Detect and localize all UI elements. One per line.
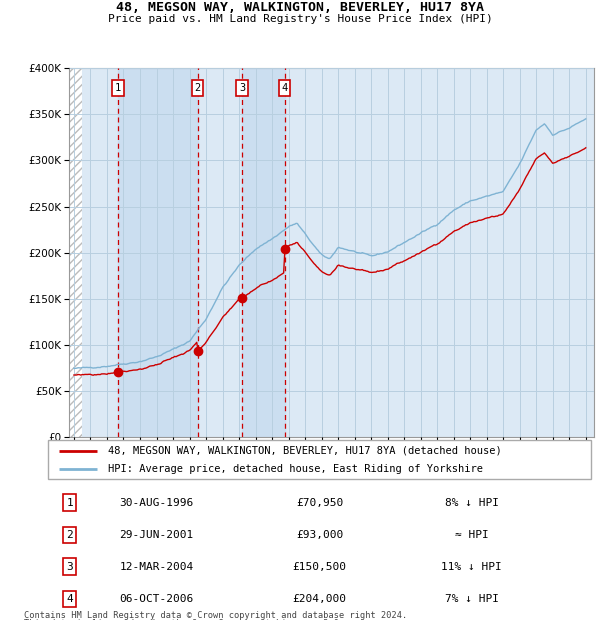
Text: 12-MAR-2004: 12-MAR-2004 — [119, 562, 194, 572]
Text: HPI: Average price, detached house, East Riding of Yorkshire: HPI: Average price, detached house, East… — [108, 464, 483, 474]
Text: 1: 1 — [67, 498, 73, 508]
Bar — [242, 68, 284, 437]
Text: £93,000: £93,000 — [296, 530, 343, 540]
Text: Price paid vs. HM Land Registry's House Price Index (HPI): Price paid vs. HM Land Registry's House … — [107, 14, 493, 24]
Text: 1: 1 — [115, 83, 121, 93]
Text: Contains HM Land Registry data © Crown copyright and database right 2024.: Contains HM Land Registry data © Crown c… — [24, 611, 407, 619]
Text: £70,950: £70,950 — [296, 498, 343, 508]
Text: 2: 2 — [194, 83, 201, 93]
Text: 3: 3 — [239, 83, 245, 93]
Text: 4: 4 — [67, 594, 73, 604]
Text: £204,000: £204,000 — [293, 594, 347, 604]
Text: 06-OCT-2006: 06-OCT-2006 — [119, 594, 194, 604]
Text: 48, MEGSON WAY, WALKINGTON, BEVERLEY, HU17 8YA: 48, MEGSON WAY, WALKINGTON, BEVERLEY, HU… — [116, 1, 484, 14]
Text: 2: 2 — [67, 530, 73, 540]
FancyBboxPatch shape — [48, 440, 591, 479]
Text: 29-JUN-2001: 29-JUN-2001 — [119, 530, 194, 540]
Text: This data is licensed under the Open Government Licence v3.0.: This data is licensed under the Open Gov… — [24, 619, 344, 620]
Text: 48, MEGSON WAY, WALKINGTON, BEVERLEY, HU17 8YA (detached house): 48, MEGSON WAY, WALKINGTON, BEVERLEY, HU… — [108, 446, 502, 456]
Bar — [118, 68, 197, 437]
Text: 7% ↓ HPI: 7% ↓ HPI — [445, 594, 499, 604]
Text: 8% ↓ HPI: 8% ↓ HPI — [445, 498, 499, 508]
Text: 11% ↓ HPI: 11% ↓ HPI — [441, 562, 502, 572]
Text: £150,500: £150,500 — [293, 562, 347, 572]
Text: 3: 3 — [67, 562, 73, 572]
Text: ≈ HPI: ≈ HPI — [455, 530, 488, 540]
Text: 4: 4 — [281, 83, 287, 93]
Text: 30-AUG-1996: 30-AUG-1996 — [119, 498, 194, 508]
